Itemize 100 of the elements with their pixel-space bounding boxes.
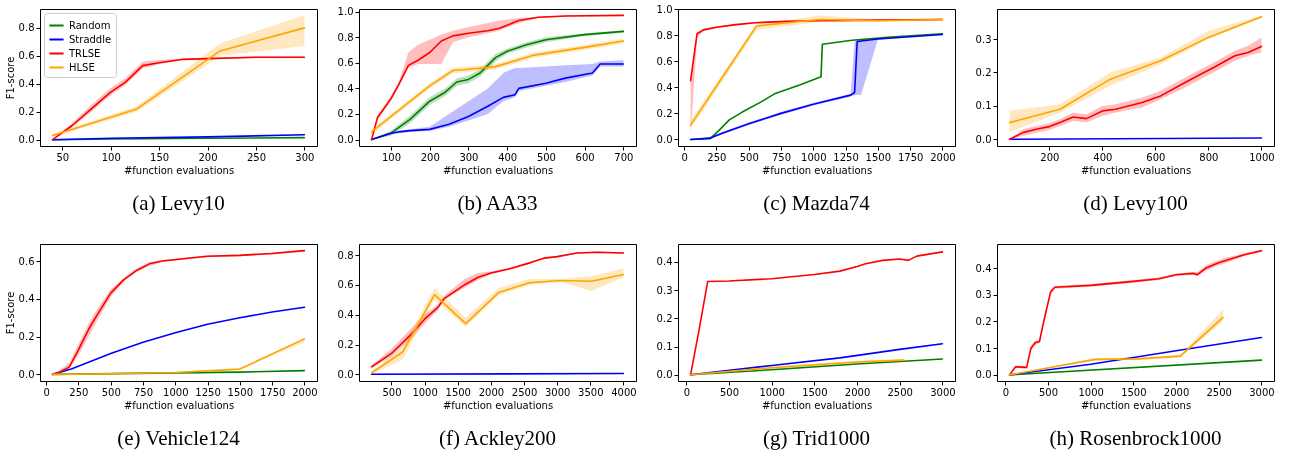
y-tick-label: 0.0 [18, 368, 35, 380]
y-tick-label: 0.0 [975, 133, 992, 145]
x-tick-label: 1000 [163, 386, 189, 398]
x-tick-label: 2000 [930, 151, 956, 163]
y-tick-label: 0.2 [975, 315, 992, 327]
x-tick-label: 1000 [1078, 386, 1104, 398]
x-tick-label: 500 [101, 386, 121, 398]
x-axis-title: #function evaluations [761, 399, 873, 411]
x-tick-label: 2000 [478, 386, 505, 398]
y-tick-label: 0.4 [656, 256, 673, 268]
legend-label: Random [69, 19, 111, 31]
x-tick-label: 100 [381, 151, 402, 163]
y-tick-label: 0.2 [656, 312, 673, 324]
x-tick-label: 750 [133, 386, 154, 398]
x-tick-label: 0 [683, 386, 691, 398]
x-tick-label: 500 [739, 151, 759, 163]
y-tick-label: 0.0 [975, 369, 992, 381]
x-tick-label: 2500 [511, 386, 538, 398]
x-tick-label: 750 [771, 151, 792, 163]
legend-label: Straddle [69, 33, 112, 45]
x-tick-label: 0 [681, 151, 688, 163]
x-tick-label: 500 [382, 386, 402, 398]
x-tick-label: 500 [719, 386, 740, 398]
line-series [689, 251, 944, 376]
x-tick-label: 1500 [865, 151, 892, 163]
y-tick-label: 0.4 [337, 82, 354, 94]
x-tick-label: 250 [707, 151, 727, 163]
y-tick-label: 0.0 [18, 134, 35, 146]
text: (h) Rosenbrock1000 [1049, 426, 1222, 450]
x-tick-label: 300 [459, 151, 479, 163]
x-tick-label: 600 [575, 151, 595, 163]
x-tick-label: 600 [1146, 151, 1166, 163]
y-tick-label: 0.4 [975, 262, 992, 274]
text: (c) Mazda74 [763, 191, 871, 215]
x-tick-label: 3000 [1249, 386, 1275, 398]
x-tick-label: 2000 [1163, 386, 1190, 398]
x-tick-label: 250 [69, 386, 89, 398]
x-tick-label: 2000 [844, 386, 871, 398]
y-tick-label: 0.1 [975, 100, 992, 112]
x-tick-label: 1000 [412, 386, 438, 398]
y-tick-label: 0.6 [337, 57, 354, 69]
x-tick-label: 1000 [759, 386, 785, 398]
x-tick-label: 700 [614, 151, 634, 163]
y-tick-label: 0.2 [337, 108, 354, 120]
x-tick-label: 0 [43, 386, 50, 398]
x-tick-label: 200 [198, 151, 218, 163]
x-tick-label: 1000 [1249, 151, 1275, 163]
text: (f) Ackley200 [438, 426, 557, 450]
x-tick-label: 4000 [611, 386, 637, 398]
y-tick-label: 0.2 [18, 106, 35, 118]
legend-label: TRLSE [68, 47, 101, 59]
x-axis-title: #function evaluations [442, 164, 554, 176]
text: (b) AA33 [457, 191, 538, 215]
x-tick-label: 400 [1093, 151, 1113, 163]
x-tick-label: 1750 [259, 386, 286, 398]
y-tick-label: 0.8 [656, 29, 673, 41]
x-tick-label: 200 [420, 151, 440, 163]
x-tick-label: 250 [246, 151, 267, 163]
x-tick-label: 800 [1199, 151, 1219, 163]
x-tick-label: 1500 [802, 386, 828, 398]
x-axis-title: #function evaluations [123, 399, 235, 411]
x-tick-label: 2500 [887, 386, 913, 398]
y-tick-label: 0.0 [656, 133, 673, 145]
x-tick-label: 500 [1038, 386, 1059, 398]
x-axis-title: #function evaluations [1080, 399, 1192, 411]
legend-label: HLSE [69, 61, 95, 73]
x-tick-label: 300 [295, 151, 315, 163]
text: (a) Levy10 [132, 191, 225, 215]
x-tick-label: 3000 [544, 386, 571, 398]
x-tick-label: 400 [498, 151, 518, 163]
y-tick-label: 0.2 [656, 107, 673, 119]
y-tick-label: 0.8 [18, 22, 35, 34]
x-tick-label: 200 [1040, 151, 1060, 163]
y-tick-label: 0.2 [18, 331, 35, 343]
y-tick-label: 0.2 [975, 66, 992, 78]
y-tick-label: 0.6 [656, 55, 673, 67]
x-tick-label: 2000 [292, 386, 318, 398]
y-tick-label: 0.8 [337, 31, 354, 43]
y-tick-label: 0.6 [18, 50, 35, 62]
y-tick-label: 0.4 [656, 81, 673, 93]
x-tick-label: 1250 [833, 151, 859, 163]
x-tick-label: 1500 [1121, 386, 1147, 398]
x-tick-label: 50 [56, 151, 70, 163]
y-tick-label: 0.0 [656, 369, 673, 381]
y-tick-label: 0.1 [656, 341, 673, 353]
y-tick-label: 0.0 [337, 368, 354, 380]
x-tick-label: 150 [150, 151, 170, 163]
y-tick-label: 0.8 [337, 249, 354, 261]
text: (g) Trid1000 [763, 426, 870, 450]
x-tick-label: 500 [536, 151, 556, 163]
y-axis-title: F1-score [4, 56, 16, 100]
x-axis-title: #function evaluations [123, 164, 235, 176]
y-tick-label: 0.4 [18, 78, 35, 90]
y-tick-label: 0.2 [337, 339, 354, 351]
y-tick-label: 0.6 [18, 255, 35, 267]
x-tick-label: 3000 [930, 386, 956, 398]
x-axis-title: #function evaluations [442, 399, 554, 411]
x-tick-label: 1750 [897, 151, 924, 163]
y-axis-title: F1-score [4, 291, 16, 335]
y-tick-label: 0.4 [337, 309, 354, 321]
